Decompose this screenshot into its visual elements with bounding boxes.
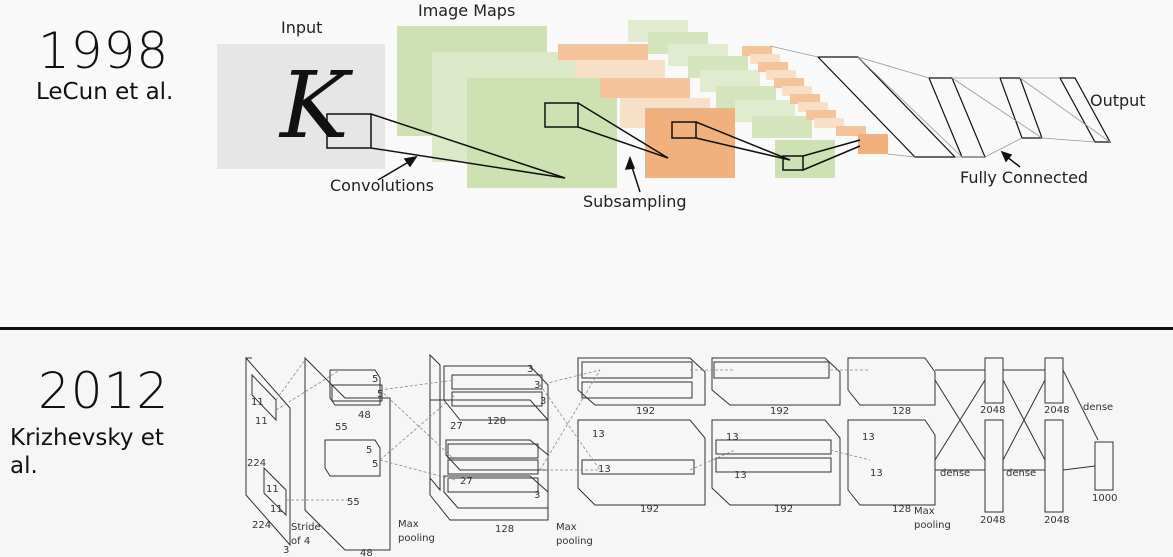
- maxpool-1-line1: Max: [398, 519, 419, 530]
- dim-192-b: 192: [640, 504, 659, 515]
- dim-3-d: 3: [534, 490, 540, 501]
- dim-128-d: 128: [892, 504, 911, 515]
- conv2-map-8: [752, 116, 812, 138]
- dim-13-d: 13: [734, 470, 747, 481]
- dense-arrows: [934, 369, 1099, 471]
- stride-label-2: of 4: [291, 536, 310, 547]
- dim-5-d: 5: [372, 459, 378, 470]
- dense-label-1: dense: [940, 468, 970, 479]
- dim-192-d: 192: [774, 504, 793, 515]
- dim-192-c: 192: [770, 406, 789, 417]
- dim-13-b: 13: [598, 464, 611, 475]
- dim-11-d: 11: [270, 504, 283, 515]
- dim-27-b: 27: [460, 476, 473, 487]
- dense-label-2: dense: [1006, 468, 1036, 479]
- maxpool-3-line1: Max: [914, 506, 935, 517]
- dim-128-b: 128: [495, 524, 514, 535]
- subsampling-label: Subsampling: [583, 192, 687, 211]
- dim-5-b: 5: [377, 389, 383, 400]
- year-1998: 1998: [38, 22, 170, 80]
- maxpool-3-line2: pooling: [914, 520, 951, 531]
- fully-connected-label: Fully Connected: [960, 168, 1088, 187]
- dim-55-a: 55: [335, 422, 348, 433]
- dim-2048-b: 2048: [1044, 405, 1069, 416]
- subsample-map-3: [600, 78, 690, 98]
- input-label: Input: [281, 18, 322, 37]
- output-label: Output: [1090, 91, 1146, 110]
- dim-27-a: 27: [450, 421, 463, 432]
- dim-3: 3: [283, 545, 289, 556]
- label-arrows: [377, 150, 1021, 193]
- dim-2048-c: 2048: [980, 515, 1005, 526]
- alexnet-connections: [275, 359, 871, 501]
- alexnet-blocks: [245, 353, 1114, 551]
- dim-5-a: 5: [372, 374, 378, 385]
- dim-11-c: 11: [266, 484, 279, 495]
- year-2012: 2012: [38, 362, 170, 420]
- subsample-map-2: [575, 60, 665, 78]
- dim-1000: 1000: [1092, 493, 1117, 504]
- subsample-map-1: [558, 44, 648, 60]
- dim-3-a: 3: [527, 364, 533, 375]
- dim-5-c: 5: [366, 445, 372, 456]
- receptive-field-lines: [326, 102, 861, 179]
- dim-11-a: 11: [251, 397, 264, 408]
- dim-48-a: 48: [358, 410, 371, 421]
- dim-192-a: 192: [636, 406, 655, 417]
- author-lecun: LeCun et al.: [36, 79, 174, 105]
- convolutions-label: Convolutions: [330, 176, 434, 195]
- author-krizhevsky: Krizhevsky et al.: [10, 424, 164, 480]
- author-line-2: al.: [10, 453, 38, 479]
- dim-3-c: 3: [540, 396, 546, 407]
- dim-13-e: 13: [862, 432, 875, 443]
- dim-13-a: 13: [592, 429, 605, 440]
- subsample2-stack: [742, 46, 888, 154]
- dim-13-f: 13: [870, 468, 883, 479]
- input-glyph: K: [278, 52, 354, 159]
- stride-label-1: Stride: [291, 522, 321, 533]
- maxpool-2-line1: Max: [556, 522, 577, 533]
- dim-11-b: 11: [255, 416, 268, 427]
- alexnet-panel: [0, 331, 1173, 557]
- dim-13-c: 13: [726, 432, 739, 443]
- dim-55-b: 55: [347, 497, 360, 508]
- dense-label-3: dense: [1083, 402, 1113, 413]
- dim-2048-d: 2048: [1044, 515, 1069, 526]
- dim-224-b: 224: [252, 520, 271, 531]
- maxpool-2-line2: pooling: [556, 536, 593, 547]
- panel-divider: [0, 327, 1173, 330]
- maxpool-1-line2: pooling: [398, 533, 435, 544]
- dim-2048-a: 2048: [980, 405, 1005, 416]
- fc-connections: [769, 45, 1111, 158]
- dim-3-b: 3: [534, 380, 540, 391]
- dim-48-b: 48: [360, 548, 373, 557]
- image-maps-label: Image Maps: [418, 1, 515, 20]
- author-line-1: Krizhevsky et: [10, 425, 164, 451]
- dim-224-a: 224: [247, 458, 266, 469]
- lenet-diagram: K Input Image Maps: [217, 1, 1146, 211]
- dim-128-a: 128: [487, 416, 506, 427]
- dim-128-c: 128: [892, 406, 911, 417]
